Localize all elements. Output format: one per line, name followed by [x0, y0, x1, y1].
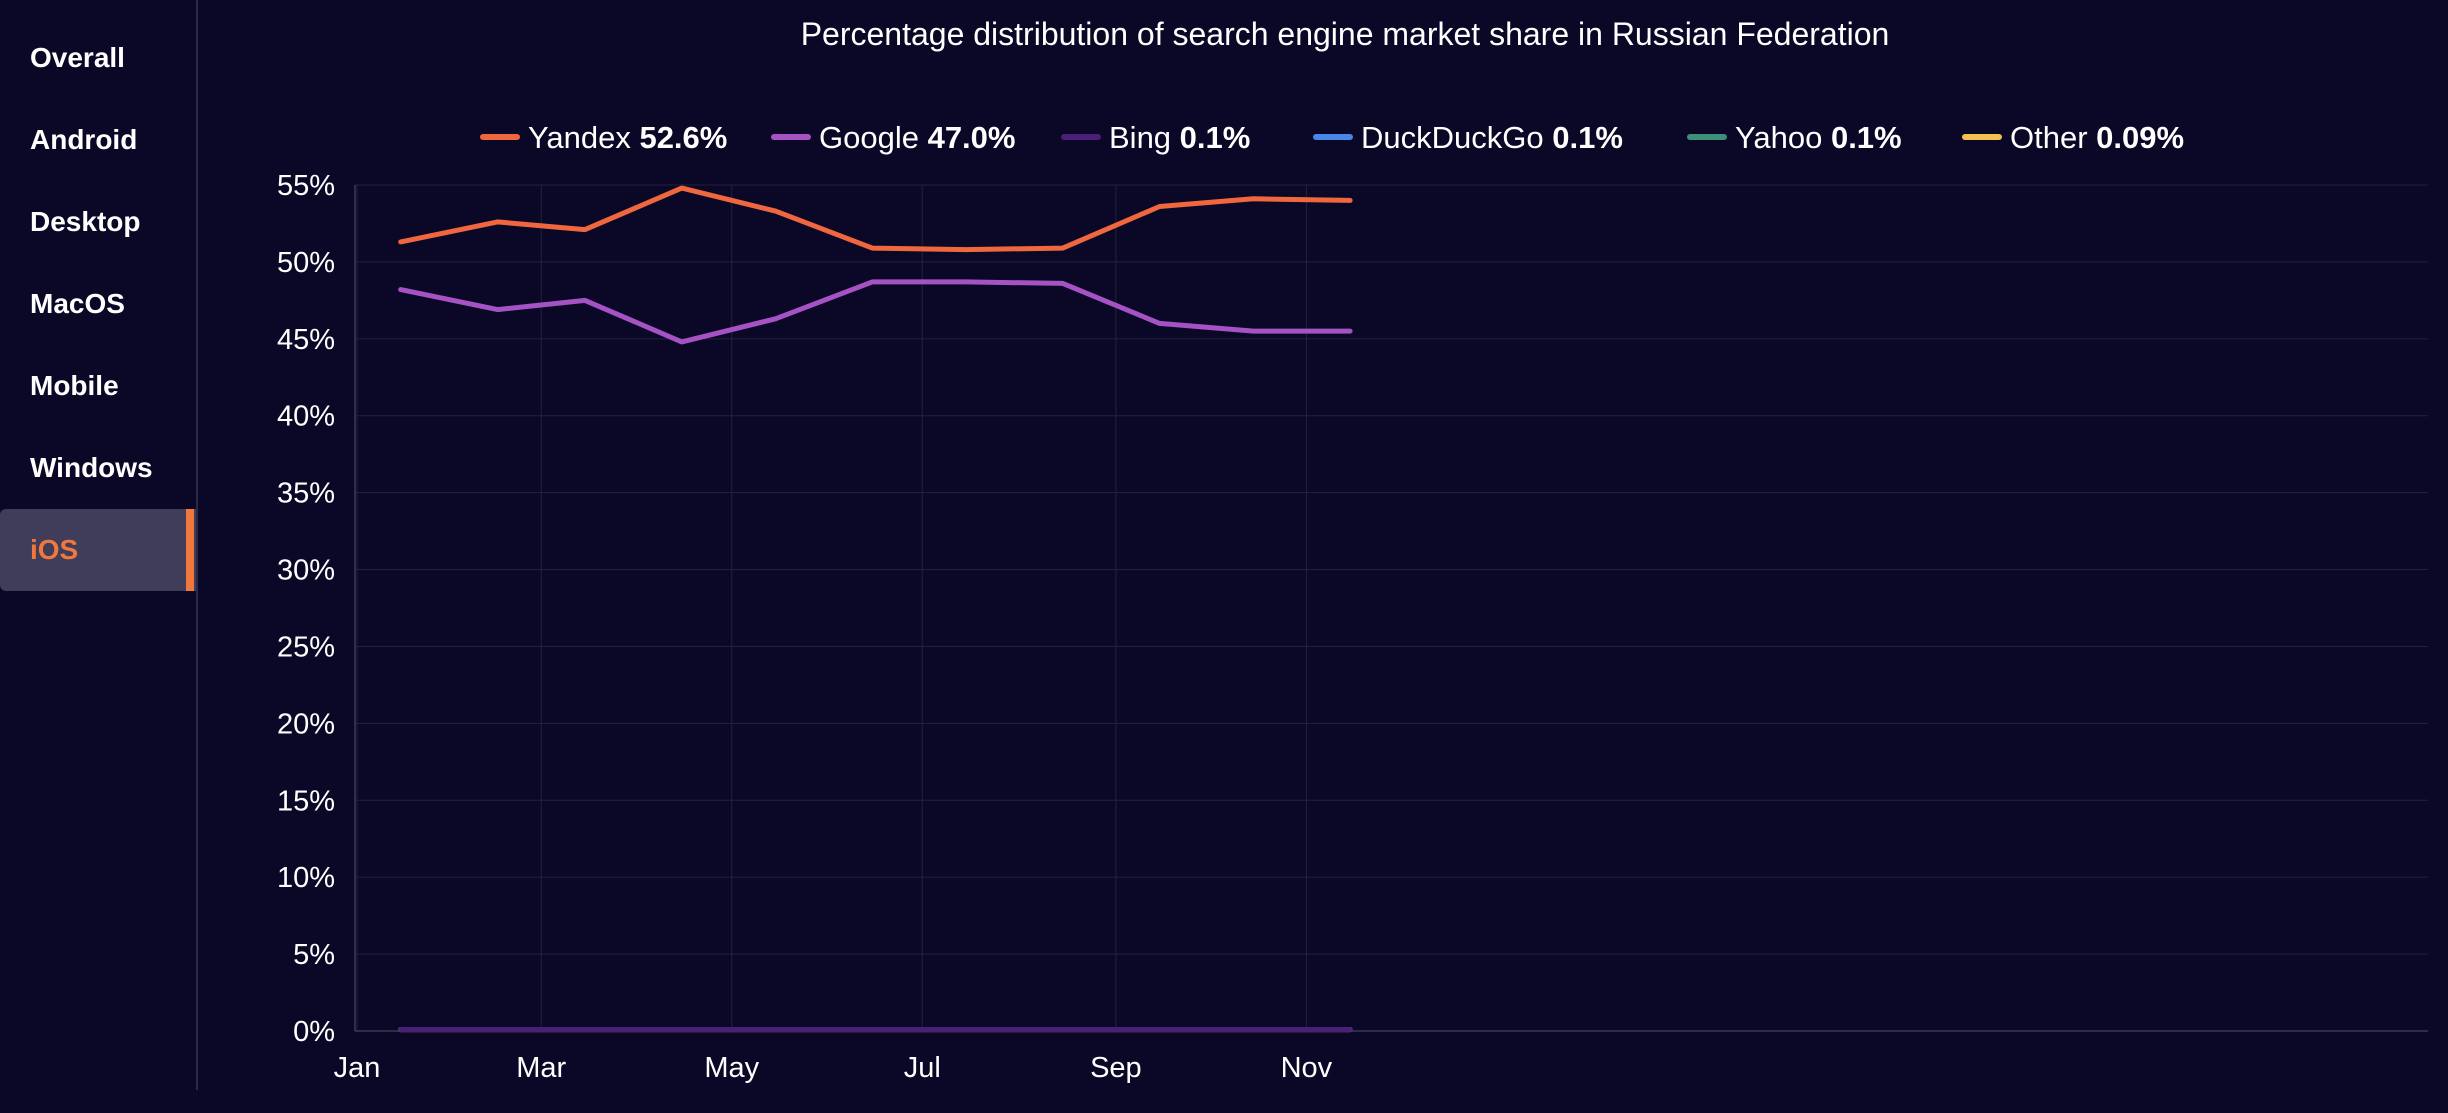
sidebar-item-label: Desktop	[30, 206, 141, 237]
y-axis: 0% 5% 10% 15% 20% 25% 30% 35% 40% 45% 50% 55%	[277, 170, 335, 1048]
legend-series-value: 0.1%	[1552, 120, 1623, 155]
y-tick-label: 40%	[277, 401, 335, 433]
legend-series-value: 47.0%	[928, 120, 1016, 155]
legend-series-value: 0.09%	[2096, 120, 2184, 155]
sidebar-item-windows[interactable]: Windows	[0, 427, 196, 509]
line-chart: Percentage distribution of search engine…	[277, 16, 2428, 1084]
series-lines	[398, 185, 1353, 1033]
y-tick-label: 50%	[277, 247, 335, 279]
chart-title: Percentage distribution of search engine…	[801, 16, 1890, 52]
sidebar-item-label: Mobile	[30, 370, 119, 401]
legend-series-name: DuckDuckGo	[1361, 120, 1552, 155]
legend-series-name: Yahoo	[1735, 120, 1831, 155]
sidebar-item-desktop[interactable]: Desktop	[0, 181, 196, 263]
x-axis: Jan Mar May Jul Sep Nov	[334, 1052, 1333, 1084]
legend-series-name: Other	[2010, 120, 2096, 155]
y-tick-label: 5%	[293, 939, 335, 971]
y-tick-label: 55%	[277, 170, 335, 202]
series-line-yandex	[398, 185, 1353, 253]
x-tick-label: Sep	[1090, 1052, 1142, 1084]
series-line-google	[398, 279, 1353, 345]
sidebar-item-android[interactable]: Android	[0, 99, 196, 181]
sidebar-item-mobile[interactable]: Mobile	[0, 345, 196, 427]
y-tick-label: 10%	[277, 862, 335, 894]
sidebar-item-macos[interactable]: MacOS	[0, 263, 196, 345]
legend-label-yandex: Yandex 52.6%	[528, 120, 727, 155]
legend-series-value: 0.1%	[1831, 120, 1902, 155]
legend-label-other: Other 0.09%	[2010, 120, 2184, 155]
x-tick-label: Jul	[904, 1052, 941, 1084]
x-tick-label: May	[704, 1052, 759, 1084]
legend: Yandex 52.6% Google 47.0% Bing 0.1% DuckDuc…	[480, 120, 2184, 155]
legend-label-google: Google 47.0%	[819, 120, 1015, 155]
y-tick-label: 15%	[277, 785, 335, 817]
grid	[354, 184, 2428, 1032]
y-tick-label: 0%	[293, 1016, 335, 1048]
legend-label-duckduckgo: DuckDuckGo 0.1%	[1361, 120, 1623, 155]
legend-series-value: 52.6%	[639, 120, 727, 155]
sidebar-item-label: Android	[30, 124, 138, 155]
y-tick-label: 25%	[277, 631, 335, 663]
x-tick-label: Nov	[1281, 1052, 1333, 1084]
y-tick-label: 30%	[277, 555, 335, 587]
legend-series-name: Yandex	[528, 120, 639, 155]
sidebar-item-label: iOS	[30, 534, 79, 565]
sidebar: Overall Android Desktop MacOS Mobile Win…	[0, 0, 198, 1090]
sidebar-item-label: MacOS	[30, 288, 125, 319]
y-tick-label: 35%	[277, 478, 335, 510]
sidebar-item-label: Overall	[30, 42, 125, 73]
sidebar-item-overall[interactable]: Overall	[0, 17, 196, 99]
legend-label-yahoo: Yahoo 0.1%	[1735, 120, 1902, 155]
x-tick-label: Jan	[334, 1052, 381, 1084]
y-tick-label: 45%	[277, 324, 335, 356]
legend-label-bing: Bing 0.1%	[1109, 120, 1250, 155]
legend-series-value: 0.1%	[1180, 120, 1251, 155]
chart-container: Percentage distribution of search engine…	[198, 0, 2448, 1108]
legend-series-name: Google	[819, 120, 928, 155]
legend-series-name: Bing	[1109, 120, 1180, 155]
sidebar-item-ios[interactable]: iOS	[0, 509, 196, 591]
y-tick-label: 20%	[277, 708, 335, 740]
active-indicator	[186, 509, 194, 591]
sidebar-item-label: Windows	[30, 452, 153, 483]
x-tick-label: Mar	[516, 1052, 566, 1084]
